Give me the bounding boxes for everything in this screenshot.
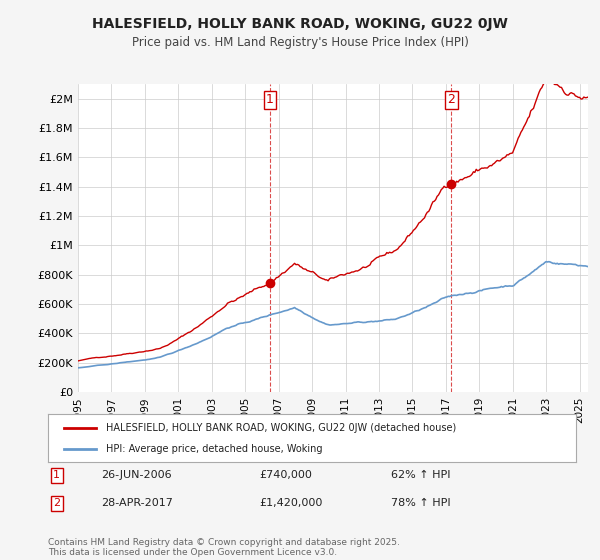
Text: 1: 1 [53,470,60,480]
Text: Price paid vs. HM Land Registry's House Price Index (HPI): Price paid vs. HM Land Registry's House … [131,36,469,49]
Text: 1: 1 [266,93,274,106]
Text: 28-APR-2017: 28-APR-2017 [101,498,173,508]
Text: 26-JUN-2006: 26-JUN-2006 [101,470,172,480]
Text: Contains HM Land Registry data © Crown copyright and database right 2025.
This d: Contains HM Land Registry data © Crown c… [48,538,400,557]
Text: HPI: Average price, detached house, Woking: HPI: Average price, detached house, Woki… [106,444,323,454]
Text: 78% ↑ HPI: 78% ↑ HPI [391,498,451,508]
Text: 2: 2 [447,93,455,106]
Text: 62% ↑ HPI: 62% ↑ HPI [391,470,451,480]
Text: HALESFIELD, HOLLY BANK ROAD, WOKING, GU22 0JW (detached house): HALESFIELD, HOLLY BANK ROAD, WOKING, GU2… [106,423,457,433]
Text: HALESFIELD, HOLLY BANK ROAD, WOKING, GU22 0JW: HALESFIELD, HOLLY BANK ROAD, WOKING, GU2… [92,17,508,31]
Text: 2: 2 [53,498,61,508]
Text: £740,000: £740,000 [259,470,312,480]
Text: £1,420,000: £1,420,000 [259,498,323,508]
